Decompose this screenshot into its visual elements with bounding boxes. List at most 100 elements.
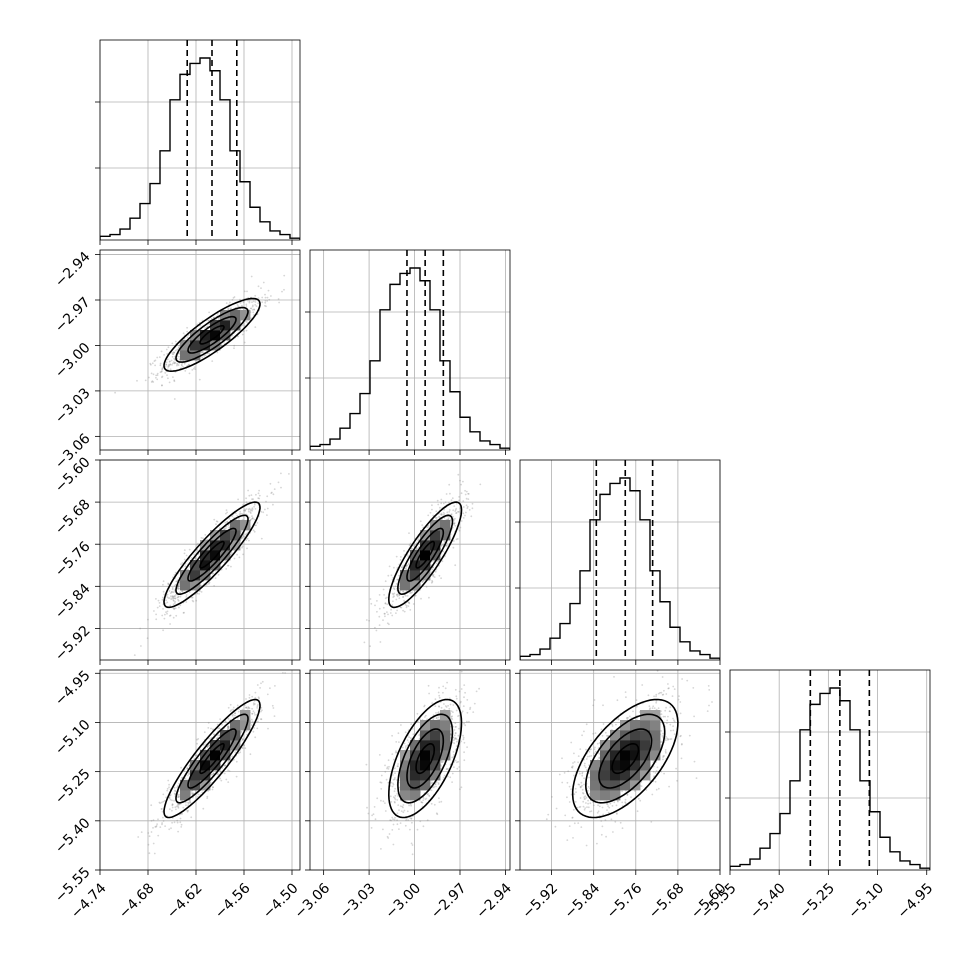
scatter-point [163, 593, 166, 596]
scatter-point [409, 828, 411, 831]
scatter-point [586, 768, 588, 771]
scatter-point [410, 817, 413, 820]
scatter-point [197, 793, 200, 796]
scatter-point [171, 597, 174, 600]
scatter-point [254, 697, 257, 699]
scatter-point [681, 678, 683, 680]
scatter-point [248, 694, 251, 696]
scatter-point [444, 501, 447, 504]
scatter-point [421, 581, 423, 583]
scatter-point [171, 362, 174, 365]
scatter-point [216, 520, 219, 523]
scatter-point [437, 716, 440, 719]
scatter-point [161, 368, 164, 371]
density-cell [630, 740, 641, 751]
scatter-point [200, 591, 203, 593]
scatter-point [451, 781, 453, 783]
scatter-point [677, 698, 680, 701]
scatter-point [164, 799, 166, 802]
scatter-point [197, 738, 200, 740]
scatter-point [151, 380, 154, 382]
scatter-point [173, 821, 176, 824]
scatter-point [450, 717, 453, 720]
scatter-point [419, 718, 421, 721]
scatter-point [607, 805, 609, 807]
scatter-point [167, 779, 170, 782]
scatter-point [171, 803, 174, 806]
scatter-point [419, 820, 422, 823]
scatter-point [194, 557, 197, 559]
scatter-point [150, 372, 153, 375]
scatter-point [447, 775, 449, 778]
density-cell [430, 760, 441, 771]
scatter-point [228, 526, 231, 529]
scatter-point [581, 771, 584, 774]
scatter-point [229, 301, 231, 304]
scatter-point [188, 548, 191, 551]
scatter-point [234, 712, 236, 714]
scatter-point [231, 755, 234, 758]
scatter-point [168, 797, 171, 799]
scatter-point [153, 610, 155, 612]
scatter-point [248, 539, 250, 542]
density-cell [650, 740, 661, 751]
scatter-point [368, 619, 370, 622]
scatter-point [250, 724, 253, 726]
density-cell [190, 570, 201, 581]
scatter-point [181, 364, 183, 367]
scatter-point [393, 595, 395, 598]
scatter-point [394, 787, 396, 790]
scatter-point [399, 591, 402, 593]
scatter-point [388, 833, 391, 835]
scatter-point [265, 500, 267, 503]
scatter-point [392, 587, 395, 589]
histogram-step [520, 477, 720, 660]
scatter-point [655, 695, 657, 698]
scatter-point [422, 797, 425, 799]
scatter-point [195, 599, 198, 602]
scatter-point [586, 755, 589, 758]
scatter-point [435, 517, 437, 520]
scatter-point [239, 512, 242, 515]
scatter-point [571, 816, 574, 819]
scatter-point [596, 842, 598, 845]
scatter-point [185, 594, 188, 596]
scatter-point [380, 848, 382, 850]
scatter-point [247, 489, 250, 492]
scatter-point [384, 580, 387, 583]
scatter-point [260, 706, 263, 709]
scatter-point [168, 783, 171, 786]
scatter-point [462, 736, 465, 739]
scatter-point [228, 517, 231, 520]
contour-line [187, 527, 237, 582]
scatter-point [236, 704, 239, 707]
scatter-point [254, 714, 256, 716]
scatter-point [626, 793, 629, 796]
scatter-point [193, 366, 196, 368]
scatter-point [241, 546, 243, 549]
scatter-point [428, 795, 431, 798]
scatter-point [251, 507, 254, 510]
scatter-point [237, 710, 240, 713]
scatter-point [233, 344, 236, 347]
scatter-point [266, 514, 268, 516]
scatter-point [176, 348, 179, 351]
scatter-point [390, 781, 393, 784]
scatter-point [592, 804, 595, 807]
scatter-point [239, 302, 242, 304]
scatter-point [227, 717, 230, 720]
scatter-point [256, 707, 258, 709]
density-cell [620, 740, 631, 751]
scatter-point [251, 712, 254, 715]
scatter-point [393, 818, 396, 821]
density-cell [180, 340, 191, 351]
scatter-point [217, 317, 220, 320]
scatter-point [452, 509, 455, 512]
scatter-point [174, 362, 176, 364]
scatter-point [159, 826, 162, 828]
scatter-point [436, 813, 439, 816]
scatter-point [396, 765, 399, 768]
scatter-point [422, 799, 425, 801]
scatter-point [454, 737, 457, 740]
scatter-point [453, 522, 455, 525]
